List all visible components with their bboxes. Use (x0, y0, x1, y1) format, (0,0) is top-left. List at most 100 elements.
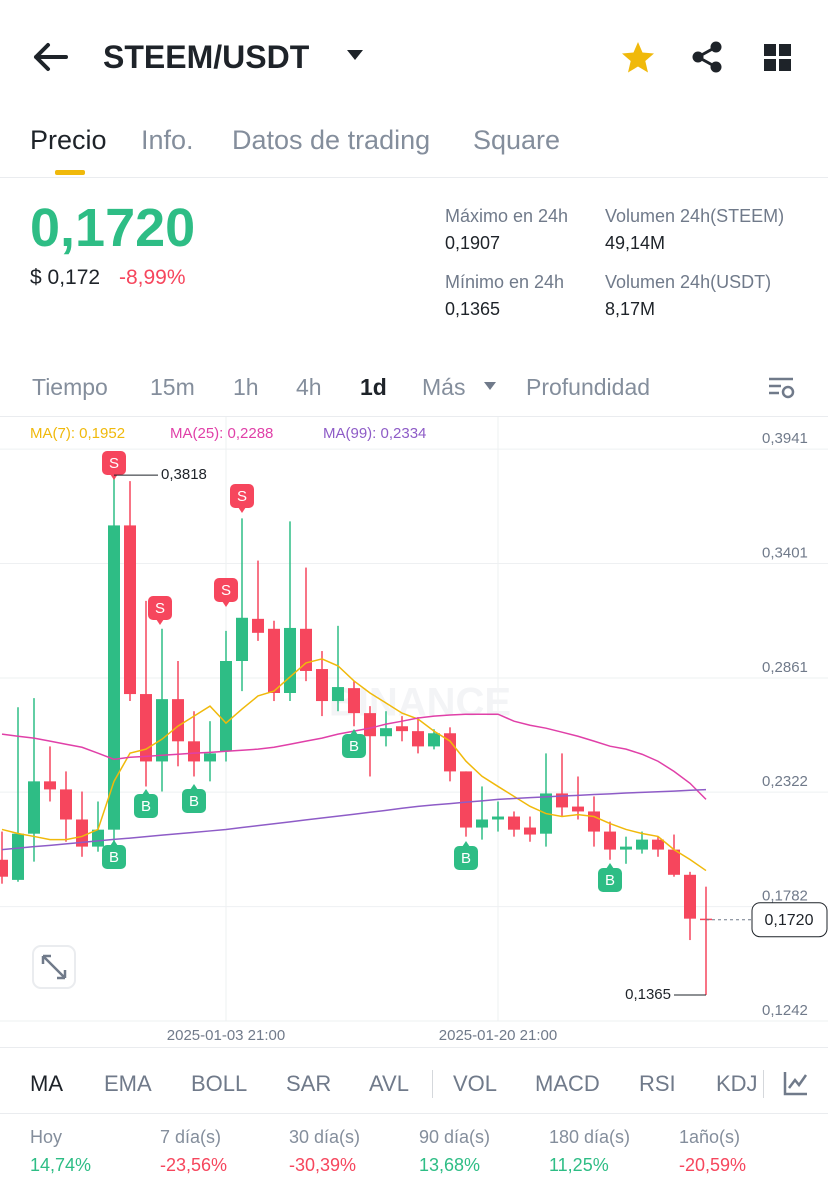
pair-dropdown[interactable] (345, 48, 365, 62)
x-tick-label: 2025-01-03 21:00 (167, 1027, 285, 1044)
stat-value: 49,14M (605, 233, 666, 253)
period-label: 7 día(s) (160, 1127, 222, 1147)
divider (0, 1113, 828, 1114)
tab[interactable]: Square (473, 125, 561, 155)
tab[interactable]: Precio (30, 125, 107, 155)
interval-option[interactable]: Profundidad (526, 374, 651, 400)
candle-body (380, 728, 392, 737)
period-change: 14,74% (30, 1155, 92, 1175)
candle-body (684, 874, 696, 919)
signal-badge (214, 578, 238, 602)
period-label: 90 día(s) (419, 1127, 491, 1147)
signal-badge (454, 846, 478, 870)
share-button[interactable] (690, 40, 724, 74)
signal-badge (148, 596, 172, 620)
signal-label: S (221, 582, 231, 599)
indicator-option[interactable]: SAR (286, 1071, 332, 1096)
candle-body (300, 628, 312, 671)
candle-body (428, 733, 440, 747)
signal-pointer (222, 601, 230, 607)
candle-body (76, 819, 88, 847)
signal-label: B (461, 850, 471, 867)
candle-body (364, 713, 376, 737)
ma-line (1, 788, 707, 851)
signal-label: B (189, 793, 199, 810)
layout-button[interactable] (763, 43, 793, 73)
indicator-settings[interactable] (783, 1070, 809, 1096)
indicator-separator (763, 1070, 764, 1098)
interval-option[interactable]: 15m (150, 374, 195, 400)
candle-body (236, 617, 248, 662)
last-price-box (751, 902, 828, 938)
candle-body (636, 839, 648, 850)
candle-body (588, 811, 600, 832)
period-change: 11,25% (549, 1155, 609, 1175)
candle-body (156, 699, 168, 762)
interval-option[interactable]: 4h (296, 374, 322, 400)
favorite-star[interactable] (620, 40, 656, 76)
indicator-option[interactable]: MA (30, 1071, 63, 1096)
candle-body (44, 781, 56, 790)
divider (0, 416, 828, 417)
signal-label: B (109, 849, 119, 866)
signal-pointer (606, 863, 614, 869)
interval-option[interactable]: 1h (233, 374, 259, 400)
trade-signal: B (182, 784, 206, 813)
indicator-option[interactable]: BOLL (191, 1071, 248, 1096)
period-label: 180 día(s) (549, 1127, 631, 1147)
candle-body (284, 627, 296, 694)
signal-badge (134, 794, 158, 818)
usd-price: $ 0,172 (30, 266, 101, 289)
indicator-option[interactable]: KDJ (716, 1071, 758, 1096)
chart-settings[interactable] (767, 376, 797, 400)
signal-pointer (110, 840, 118, 846)
back-button[interactable] (30, 40, 70, 74)
pair-title[interactable]: STEEM/USDT (103, 39, 310, 75)
ma-legend-item: MA(7): 0,1952 (30, 425, 126, 442)
signal-pointer (238, 507, 246, 513)
indicator-separator (432, 1070, 433, 1098)
trade-signal: S (214, 578, 238, 607)
candle-body (12, 833, 24, 880)
active-tab-indicator (55, 170, 85, 175)
trade-signal: S (148, 596, 172, 625)
signal-label: B (605, 872, 615, 889)
interval-option[interactable]: Más (422, 374, 466, 400)
interval-option[interactable]: 1d (360, 374, 387, 400)
indicator-option[interactable]: RSI (639, 1071, 676, 1096)
more-dropdown[interactable] (483, 381, 497, 391)
indicator-option[interactable]: EMA (104, 1071, 152, 1096)
indicator-option[interactable]: VOL (453, 1071, 498, 1096)
indicator-option[interactable]: MACD (535, 1071, 600, 1096)
trade-signal: S (230, 484, 254, 513)
period-change: -30,39% (289, 1155, 357, 1175)
stat-label: Volumen 24h(USDT) (605, 272, 772, 292)
candle-body (220, 661, 232, 752)
signal-pointer (142, 789, 150, 795)
signal-badge (598, 868, 622, 892)
candle-body (652, 839, 664, 850)
candle-body (204, 753, 216, 762)
signal-badge (230, 484, 254, 508)
y-tick-label: 0,2322 (762, 773, 808, 790)
tab[interactable]: Datos de trading (232, 125, 431, 155)
candle-body (556, 793, 568, 808)
annotation-label: 0,1365 (625, 986, 671, 1003)
indicator-option[interactable]: AVL (369, 1071, 409, 1096)
stat-label: Mínimo en 24h (445, 272, 565, 292)
candle-body (412, 731, 424, 747)
interval-option: Tiempo (32, 374, 108, 400)
divider (0, 1047, 828, 1048)
candle-body (252, 618, 264, 633)
y-tick-label: 0,3941 (762, 430, 808, 447)
tab[interactable]: Info. (141, 125, 194, 155)
signal-label: S (237, 488, 247, 505)
divider (0, 177, 828, 178)
candle-body (108, 525, 120, 830)
fullscreen-button[interactable] (32, 945, 76, 989)
period-change: -23,56% (160, 1155, 228, 1175)
candle-body (172, 699, 184, 742)
period-label: 1año(s) (679, 1127, 741, 1147)
trade-signal: B (598, 863, 622, 892)
candle-body (332, 687, 344, 702)
